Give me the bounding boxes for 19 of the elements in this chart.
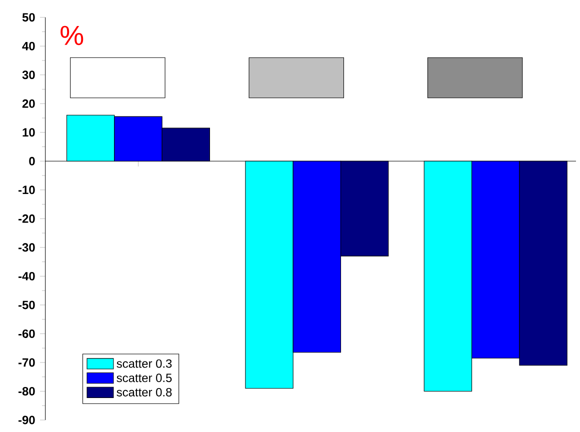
y-tick-label: -10 [18,186,35,194]
legend-label: scatter 0.5 [116,374,172,382]
y-tick-label: -40 [18,272,35,280]
y-tick-label: 30 [22,70,35,80]
legend-label: scatter 0.8 [116,388,172,396]
legend-label: scatter 0.3 [116,359,172,368]
y-tick-label: -90 [18,416,35,424]
y-tick-label: 50 [22,13,35,22]
y-tick-label: -50 [18,300,35,310]
y-tick-label: 20 [22,99,35,108]
y-tick-label: -70 [18,358,35,367]
y-axis-title: % [60,26,84,46]
y-tick-label: -80 [18,387,35,396]
y-tick-label: -20 [18,214,35,223]
y-tick-label: 10 [22,128,35,137]
y-tick-label: -60 [18,329,35,338]
y-tick-label: 0 [29,156,35,166]
y-tick-label: 40 [22,42,35,50]
y-tick-label: -30 [18,243,35,252]
